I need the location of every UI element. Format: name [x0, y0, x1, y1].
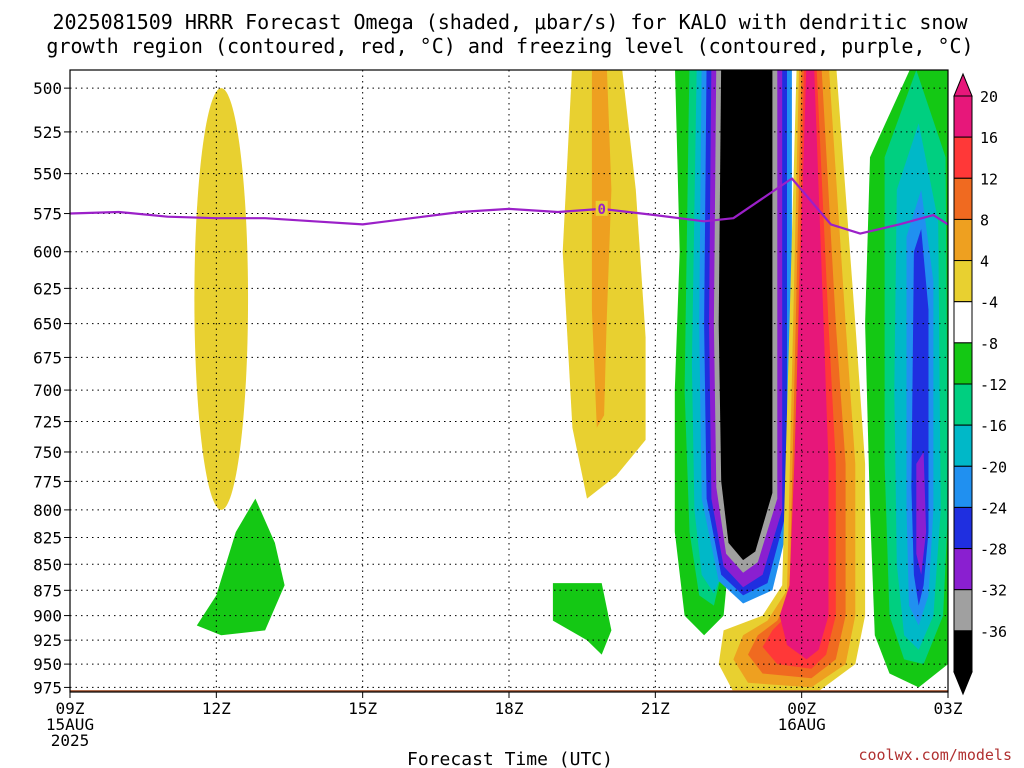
omega-shaded-fields	[70, 70, 948, 692]
ground-strip	[70, 690, 948, 692]
y-tick-label: 825	[33, 529, 62, 548]
x-tick-date: 16AUG	[778, 715, 826, 734]
x-tick-label: 21Z	[641, 699, 670, 718]
colorbar-label: -32	[980, 582, 1007, 600]
freezing-level-label: 0	[597, 202, 605, 218]
y-tick-label: 775	[33, 472, 62, 491]
grid-lines	[70, 70, 948, 692]
y-tick-label: 725	[33, 413, 62, 432]
colorbar-label: -4	[980, 294, 998, 312]
colorbar-swatch	[953, 506, 973, 550]
colorbar-label: -36	[980, 623, 1007, 641]
credit-text: coolwx.com/models	[858, 746, 1012, 764]
colorbar-label: -20	[980, 458, 1007, 476]
x-tick-label: 12Z	[202, 699, 231, 718]
weak-rise-area	[194, 88, 249, 510]
x-tick-date: 15AUG	[46, 715, 94, 734]
colorbar-label: -12	[980, 376, 1007, 394]
y-tick-label: 975	[33, 678, 62, 697]
y-tick-label: 875	[33, 581, 62, 600]
colorbar-swatch	[953, 95, 973, 138]
colorbar-label: 12	[980, 170, 998, 188]
colorbar-swatch	[953, 260, 973, 303]
colorbar-label: 20	[980, 88, 998, 106]
colorbar-swatch	[953, 177, 973, 220]
colorbar-swatch	[953, 301, 973, 344]
colorbar-label: -28	[980, 541, 1007, 559]
colorbar-swatch	[953, 424, 973, 467]
colorbar-label: -8	[980, 335, 998, 353]
colorbar-swatch	[953, 218, 973, 262]
colorbar-label: -24	[980, 499, 1007, 517]
y-tick-label: 500	[33, 79, 62, 98]
freezing-level-label-bg	[595, 200, 608, 216]
rising-core-band	[718, 70, 773, 561]
x-tick-label: 09Z	[56, 699, 85, 718]
y-tick-label: 625	[33, 279, 62, 298]
weak-rise-area	[552, 583, 612, 655]
y-tick-label: 575	[33, 205, 62, 224]
x-tick-label: 18Z	[495, 699, 524, 718]
y-tick-label: 900	[33, 607, 62, 626]
x-tick-label: 00Z	[787, 699, 816, 718]
y-tick-label: 600	[33, 243, 62, 262]
colorbar-label: 4	[980, 253, 989, 271]
colorbar-swatch	[953, 589, 973, 632]
weak-rise-area	[196, 498, 285, 636]
y-tick-label: 850	[33, 555, 62, 574]
y-tick-label: 950	[33, 655, 62, 674]
y-tick-label: 700	[33, 381, 62, 400]
colorbar-swatch	[953, 136, 973, 179]
chart-title-line-2: growth region (contoured, red, °C) and f…	[46, 34, 973, 58]
sinking-band	[591, 70, 612, 428]
x-tick-year: 2025	[51, 731, 90, 750]
colorbar-label: 8	[980, 211, 989, 229]
colorbar-label: -16	[980, 417, 1007, 435]
colorbar-arrow-top	[953, 72, 973, 97]
colorbar-swatch	[953, 383, 973, 426]
y-tick-label: 800	[33, 501, 62, 520]
y-tick-label: 675	[33, 348, 62, 367]
rising-band-late	[916, 452, 927, 575]
colorbar-arrow-bottom	[953, 671, 973, 696]
freezing-level-line	[70, 177, 948, 235]
y-axis: 500 525 550 575 600 625 650 675 700 725 750 775 800 8…	[33, 79, 70, 697]
y-tick-label: 550	[33, 165, 62, 184]
sinking-plume-band	[779, 70, 829, 660]
y-tick-label: 525	[33, 123, 62, 142]
colorbar-swatch	[953, 342, 973, 385]
y-tick-label: 750	[33, 443, 62, 462]
y-tick-label: 925	[33, 631, 62, 650]
colorbar-swatch	[953, 548, 973, 591]
x-axis-title: Forecast Time (UTC)	[407, 749, 613, 768]
y-tick-label: 650	[33, 315, 62, 334]
freezing-level-layer: 0	[70, 177, 948, 235]
colorbar-label: 16	[980, 129, 998, 147]
colorbar-swatch	[953, 465, 973, 508]
x-tick-label: 15Z	[348, 699, 377, 718]
chart-title-line-1: 2025081509 HRRR Forecast Omega (shaded, …	[52, 10, 968, 34]
colorbar: 20 16 12 8 4 -4 -8 -12 -16 -20 -24 -28 -32 -36	[953, 72, 1007, 696]
colorbar-swatch	[953, 630, 973, 673]
x-tick-label: 03Z	[934, 699, 963, 718]
